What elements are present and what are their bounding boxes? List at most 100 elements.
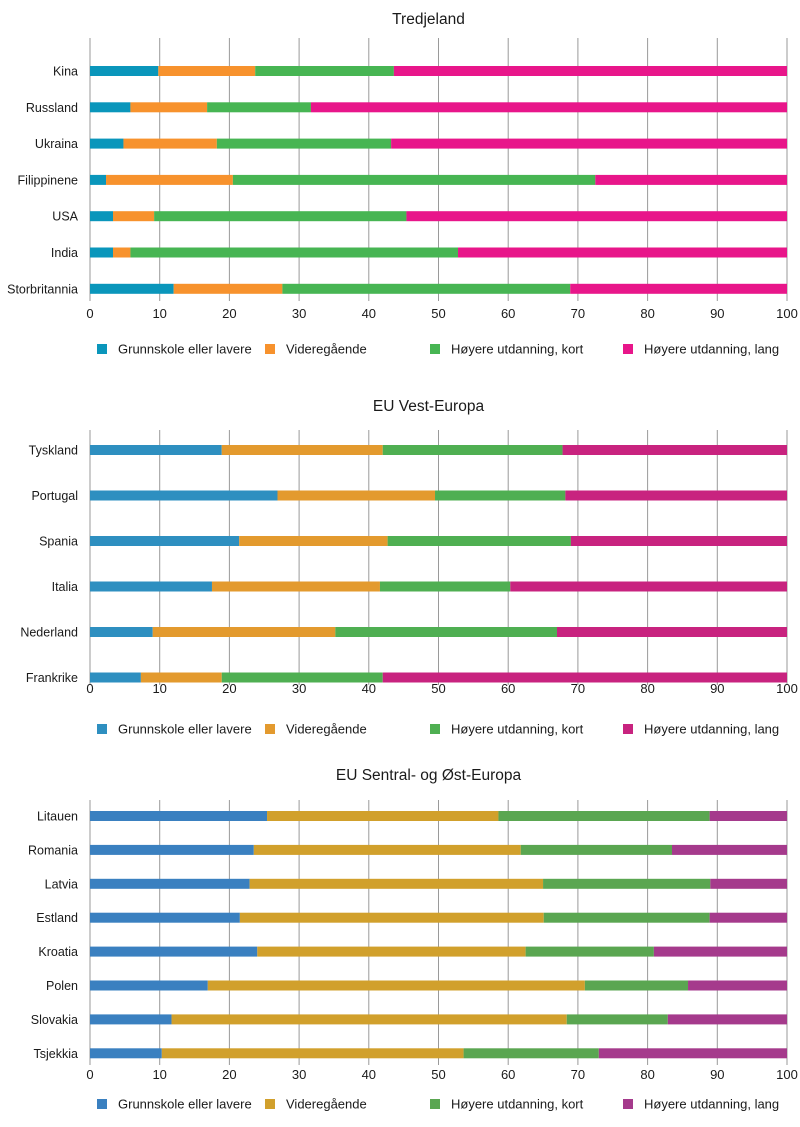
bar-segment bbox=[543, 878, 711, 889]
category-label: Romania bbox=[28, 843, 78, 857]
bar-segment bbox=[382, 445, 563, 455]
bar-segment bbox=[565, 490, 787, 501]
x-tick-label: 40 bbox=[362, 1067, 376, 1082]
category-label: Ukraina bbox=[35, 137, 78, 151]
x-tick-label: 100 bbox=[776, 1067, 798, 1082]
bar-segment bbox=[207, 980, 585, 991]
bar-segment bbox=[387, 536, 571, 546]
bar-segment bbox=[267, 811, 499, 821]
bar-segment bbox=[221, 672, 383, 683]
x-tick-label: 40 bbox=[362, 681, 376, 696]
bar-segment bbox=[570, 283, 787, 294]
x-tick-label: 60 bbox=[501, 1067, 515, 1082]
bar-segment bbox=[152, 627, 336, 637]
legend-swatch bbox=[97, 724, 107, 734]
bar-segment bbox=[90, 980, 208, 991]
category-label: Russland bbox=[26, 101, 78, 115]
x-tick-label: 10 bbox=[152, 1067, 166, 1082]
bar-segment bbox=[90, 581, 212, 592]
legend-label: Grunnskole eller lavere bbox=[118, 722, 252, 737]
legend-label: Høyere utdanning, kort bbox=[451, 1097, 584, 1112]
x-tick-label: 0 bbox=[86, 681, 93, 696]
legend-swatch bbox=[97, 1099, 107, 1109]
x-tick-label: 30 bbox=[292, 1067, 306, 1082]
bar-segment bbox=[113, 211, 155, 222]
bar-segment bbox=[90, 627, 153, 637]
x-tick-label: 30 bbox=[292, 681, 306, 696]
legend-swatch bbox=[265, 1099, 275, 1109]
category-label: Tyskland bbox=[29, 444, 78, 458]
legend-label: Videregående bbox=[286, 1097, 367, 1112]
bar-segment bbox=[391, 138, 787, 149]
bar-segment bbox=[709, 912, 787, 923]
category-label: Italia bbox=[52, 580, 78, 594]
x-tick-label: 80 bbox=[640, 306, 654, 321]
bar-segment bbox=[90, 811, 268, 821]
bar-segment bbox=[216, 138, 392, 149]
x-tick-label: 40 bbox=[362, 306, 376, 321]
bar-segment bbox=[161, 1048, 464, 1059]
category-label: Frankrike bbox=[26, 671, 78, 685]
bar-segment bbox=[207, 102, 311, 113]
x-tick-label: 70 bbox=[571, 681, 585, 696]
category-label: Filippinene bbox=[18, 173, 79, 187]
x-tick-label: 80 bbox=[640, 681, 654, 696]
bar-segment bbox=[562, 445, 787, 455]
x-tick-label: 30 bbox=[292, 306, 306, 321]
bar-segment bbox=[406, 211, 787, 222]
legend-label: Høyere utdanning, kort bbox=[451, 342, 584, 357]
bar-segment bbox=[90, 1048, 162, 1059]
bar-segment bbox=[379, 581, 511, 592]
bar-segment bbox=[171, 1014, 567, 1025]
category-label: Nederland bbox=[20, 626, 78, 640]
bar-segment bbox=[90, 138, 124, 149]
bar-segment bbox=[520, 844, 672, 855]
x-tick-label: 10 bbox=[152, 681, 166, 696]
bar-segment bbox=[90, 844, 254, 855]
legend-label: Høyere utdanning, lang bbox=[644, 342, 779, 357]
x-tick-label: 70 bbox=[571, 306, 585, 321]
bar-segment bbox=[277, 490, 436, 501]
bar-segment bbox=[435, 490, 566, 501]
bar-segment bbox=[90, 247, 114, 258]
bar-segment bbox=[90, 946, 258, 957]
bar-segment bbox=[90, 672, 141, 683]
bar-segment bbox=[570, 536, 787, 546]
category-label: Latvia bbox=[45, 877, 78, 891]
bar-segment bbox=[90, 1014, 172, 1025]
category-label: Litauen bbox=[37, 810, 78, 824]
bar-segment bbox=[113, 247, 131, 258]
bar-segment bbox=[566, 1014, 668, 1025]
bar-segment bbox=[90, 878, 250, 889]
legend-swatch bbox=[97, 344, 107, 354]
legend-swatch bbox=[623, 344, 633, 354]
x-tick-label: 20 bbox=[222, 306, 236, 321]
bar-segment bbox=[140, 672, 222, 683]
x-tick-label: 60 bbox=[501, 681, 515, 696]
bar-segment bbox=[458, 247, 787, 258]
bar-segment bbox=[653, 946, 787, 957]
category-label: Storbritannia bbox=[7, 282, 78, 296]
x-tick-label: 0 bbox=[86, 306, 93, 321]
legend-swatch bbox=[623, 1099, 633, 1109]
bar-segment bbox=[688, 980, 787, 991]
x-tick-label: 90 bbox=[710, 681, 724, 696]
bar-segment bbox=[525, 946, 654, 957]
bar-segment bbox=[154, 211, 407, 222]
bar-segment bbox=[584, 980, 689, 991]
bar-segment bbox=[382, 672, 787, 683]
bar-segment bbox=[158, 66, 256, 76]
x-tick-label: 20 bbox=[222, 1067, 236, 1082]
bar-segment bbox=[671, 844, 787, 855]
bar-segment bbox=[709, 811, 787, 821]
bar-segment bbox=[221, 445, 383, 455]
bar-segment bbox=[595, 174, 787, 185]
x-tick-label: 10 bbox=[152, 306, 166, 321]
bar-segment bbox=[463, 1048, 599, 1059]
bar-segment bbox=[106, 174, 233, 185]
legend-swatch bbox=[623, 724, 633, 734]
category-label: Slovakia bbox=[31, 1013, 78, 1027]
bar-segment bbox=[239, 536, 388, 546]
legend-label: Grunnskole eller lavere bbox=[118, 342, 252, 357]
